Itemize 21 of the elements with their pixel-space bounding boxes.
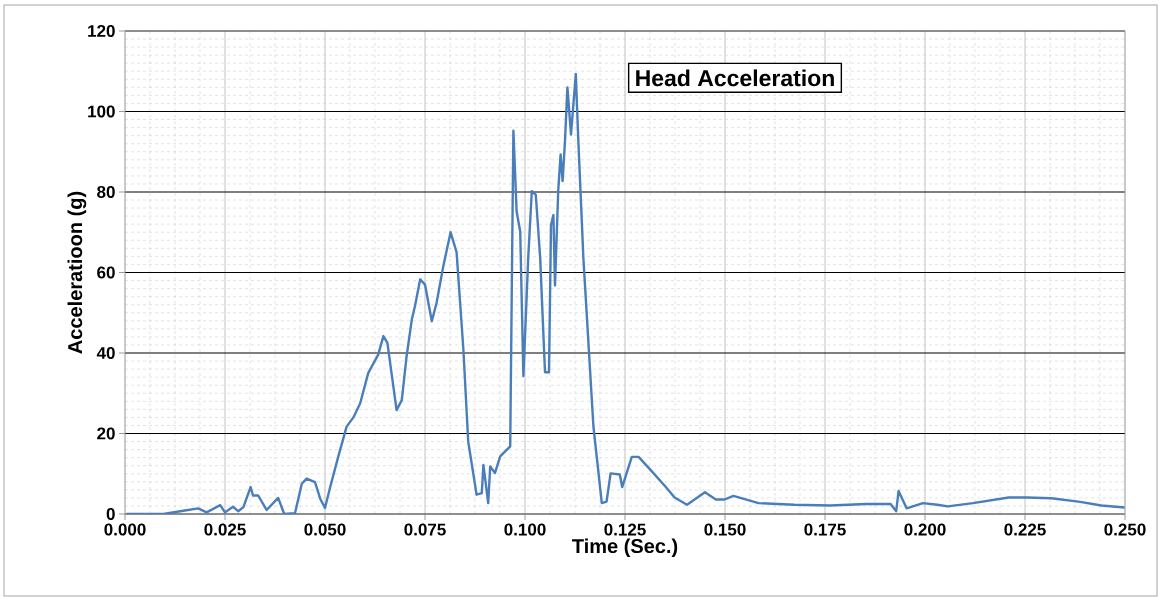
x-tick-label: 0.225 xyxy=(1004,523,1046,536)
y-axis-title: Acceleratioon (g) xyxy=(67,191,87,354)
y-tick-label: 100 xyxy=(88,105,115,118)
y-tick-label: 80 xyxy=(97,185,115,199)
x-tick-label: 0.175 xyxy=(804,523,846,536)
x-axis-title: Time (Sec.) xyxy=(572,538,678,558)
x-tick-label: 0.025 xyxy=(204,523,246,536)
y-tick-label: 20 xyxy=(97,427,115,440)
y-tick-label: 120 xyxy=(88,24,115,38)
x-tick-label: 0.150 xyxy=(704,523,746,536)
x-tick-label: 0.125 xyxy=(604,523,646,536)
x-tick-label: 0.000 xyxy=(104,523,146,536)
x-tick-label: 0.250 xyxy=(1104,523,1146,536)
y-tick-label: 40 xyxy=(96,346,115,360)
x-tick-label: 0.075 xyxy=(404,523,446,536)
x-tick-label: 0.200 xyxy=(904,523,946,536)
x-tick-label: 0.050 xyxy=(304,523,346,536)
y-tick-label: 0 xyxy=(106,507,115,521)
y-tick-label: 60 xyxy=(97,266,115,279)
x-tick-label: 0.100 xyxy=(504,523,546,536)
text: Head Acceleration xyxy=(636,69,834,87)
